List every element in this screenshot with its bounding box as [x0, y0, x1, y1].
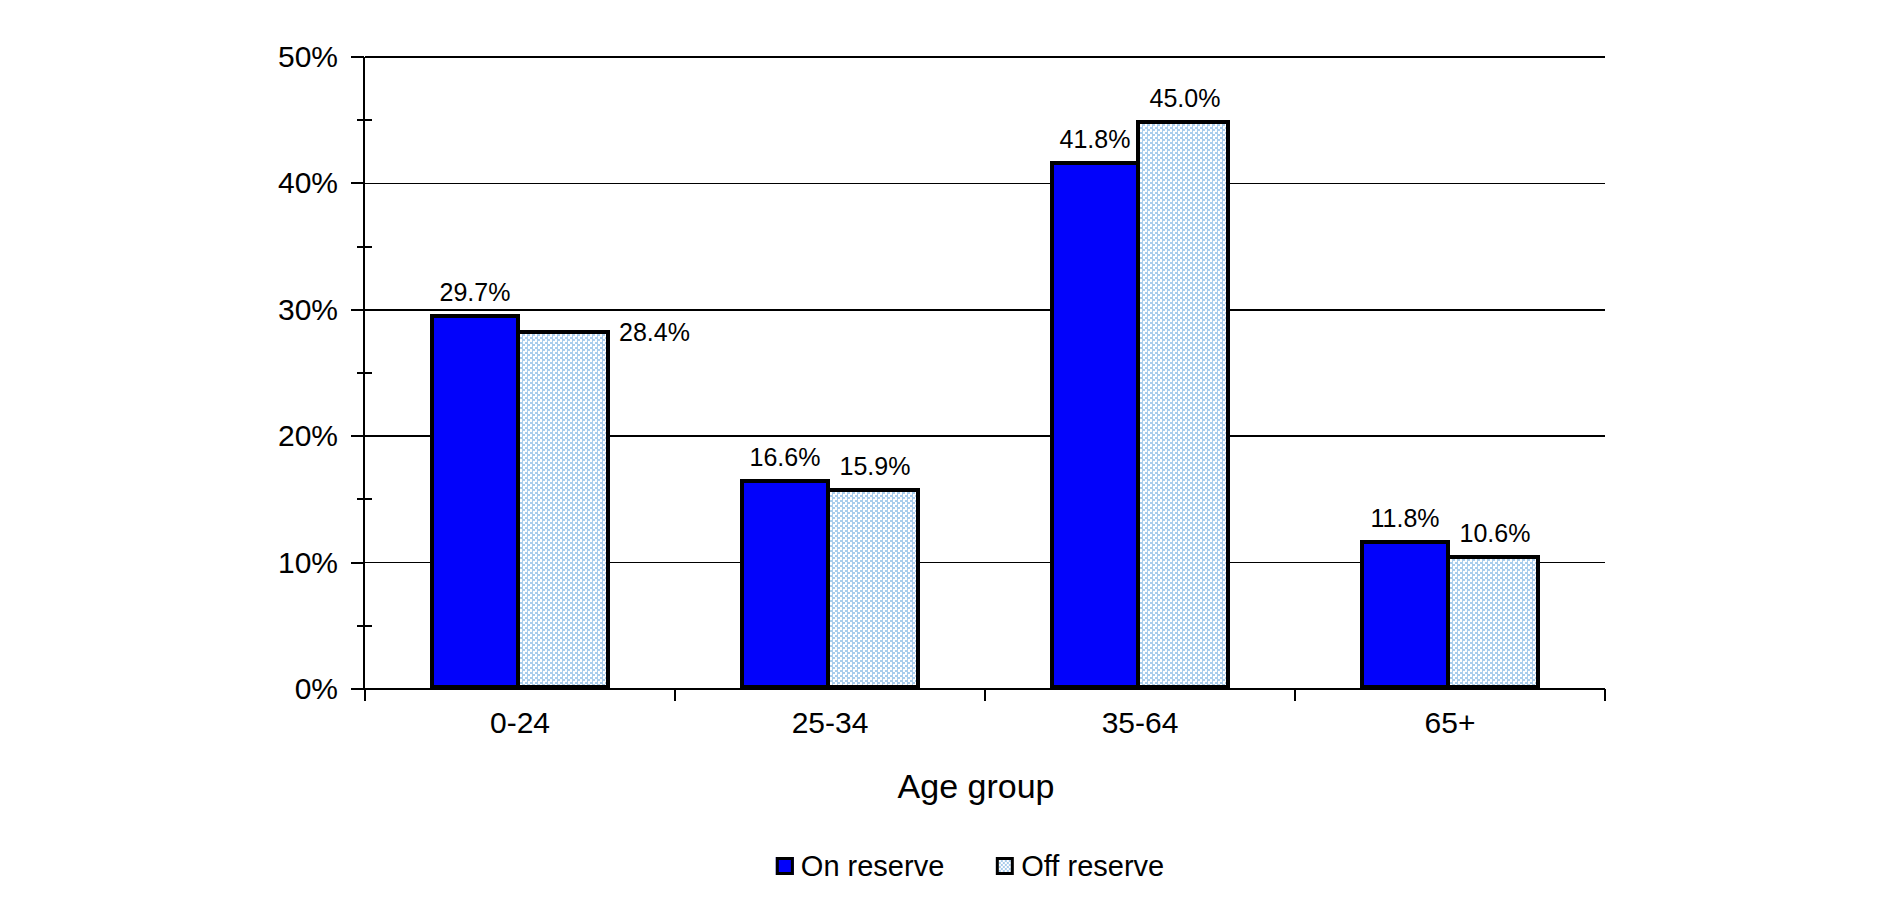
y-major-tick [351, 435, 364, 437]
legend-item-on-reserve: On reserve [776, 849, 944, 883]
y-major-tick [351, 562, 364, 564]
y-minor-tick [357, 372, 372, 374]
x-tick-label: 35-64 [1030, 705, 1250, 741]
y-minor-tick [357, 625, 372, 627]
bar-on-reserve-0-24 [430, 314, 520, 689]
y-tick-label: 30% [150, 292, 338, 328]
bar-on-reserve-25-34 [740, 479, 830, 689]
x-tick-label: 25-34 [720, 705, 940, 741]
value-label: 10.6% [1415, 518, 1575, 548]
legend-marker-pattern-icon [996, 857, 1014, 875]
bar-off-reserve-25-34 [826, 488, 920, 689]
x-axis-tick [674, 689, 676, 701]
value-label: 41.8% [1015, 124, 1175, 154]
x-axis-tick [1294, 689, 1296, 701]
x-axis-tick [1604, 689, 1606, 701]
y-tick-label: 10% [150, 545, 338, 581]
x-tick-label: 65+ [1340, 705, 1560, 741]
bar-on-reserve-65+ [1360, 540, 1450, 689]
y-minor-tick [357, 119, 372, 121]
gridline [365, 56, 1605, 58]
legend: On reserve Off reserve [776, 849, 1164, 883]
y-major-tick [351, 56, 364, 58]
y-major-tick [351, 182, 364, 184]
bar-off-reserve-65+ [1446, 555, 1540, 689]
bar-off-reserve-35-64 [1136, 120, 1230, 689]
y-minor-tick [357, 498, 372, 500]
x-axis-tick [984, 689, 986, 701]
y-major-tick [351, 688, 364, 690]
legend-item-off-reserve: Off reserve [996, 849, 1164, 883]
y-minor-tick [357, 246, 372, 248]
gridline [365, 183, 1605, 185]
bar-off-reserve-0-24 [516, 330, 610, 689]
y-tick-label: 40% [150, 165, 338, 201]
value-label: 15.9% [795, 451, 955, 481]
x-tick-label: 0-24 [410, 705, 630, 741]
y-major-tick [351, 309, 364, 311]
legend-label: Off reserve [1021, 849, 1164, 883]
x-axis-tick [364, 689, 366, 701]
value-label: 29.7% [395, 277, 555, 307]
y-tick-label: 20% [150, 418, 338, 454]
value-label: 45.0% [1105, 83, 1265, 113]
bar-on-reserve-35-64 [1050, 161, 1140, 689]
legend-label: On reserve [801, 849, 944, 883]
bar-chart: Age group On reserve Off reserve 0% 10% 20%… [0, 0, 1878, 902]
y-tick-label: 0% [150, 671, 338, 707]
y-tick-label: 50% [150, 39, 338, 75]
gridline [365, 309, 1605, 311]
x-axis-title: Age group [898, 766, 1055, 806]
legend-marker-solid-icon [776, 857, 794, 875]
value-label: 28.4% [619, 317, 690, 347]
